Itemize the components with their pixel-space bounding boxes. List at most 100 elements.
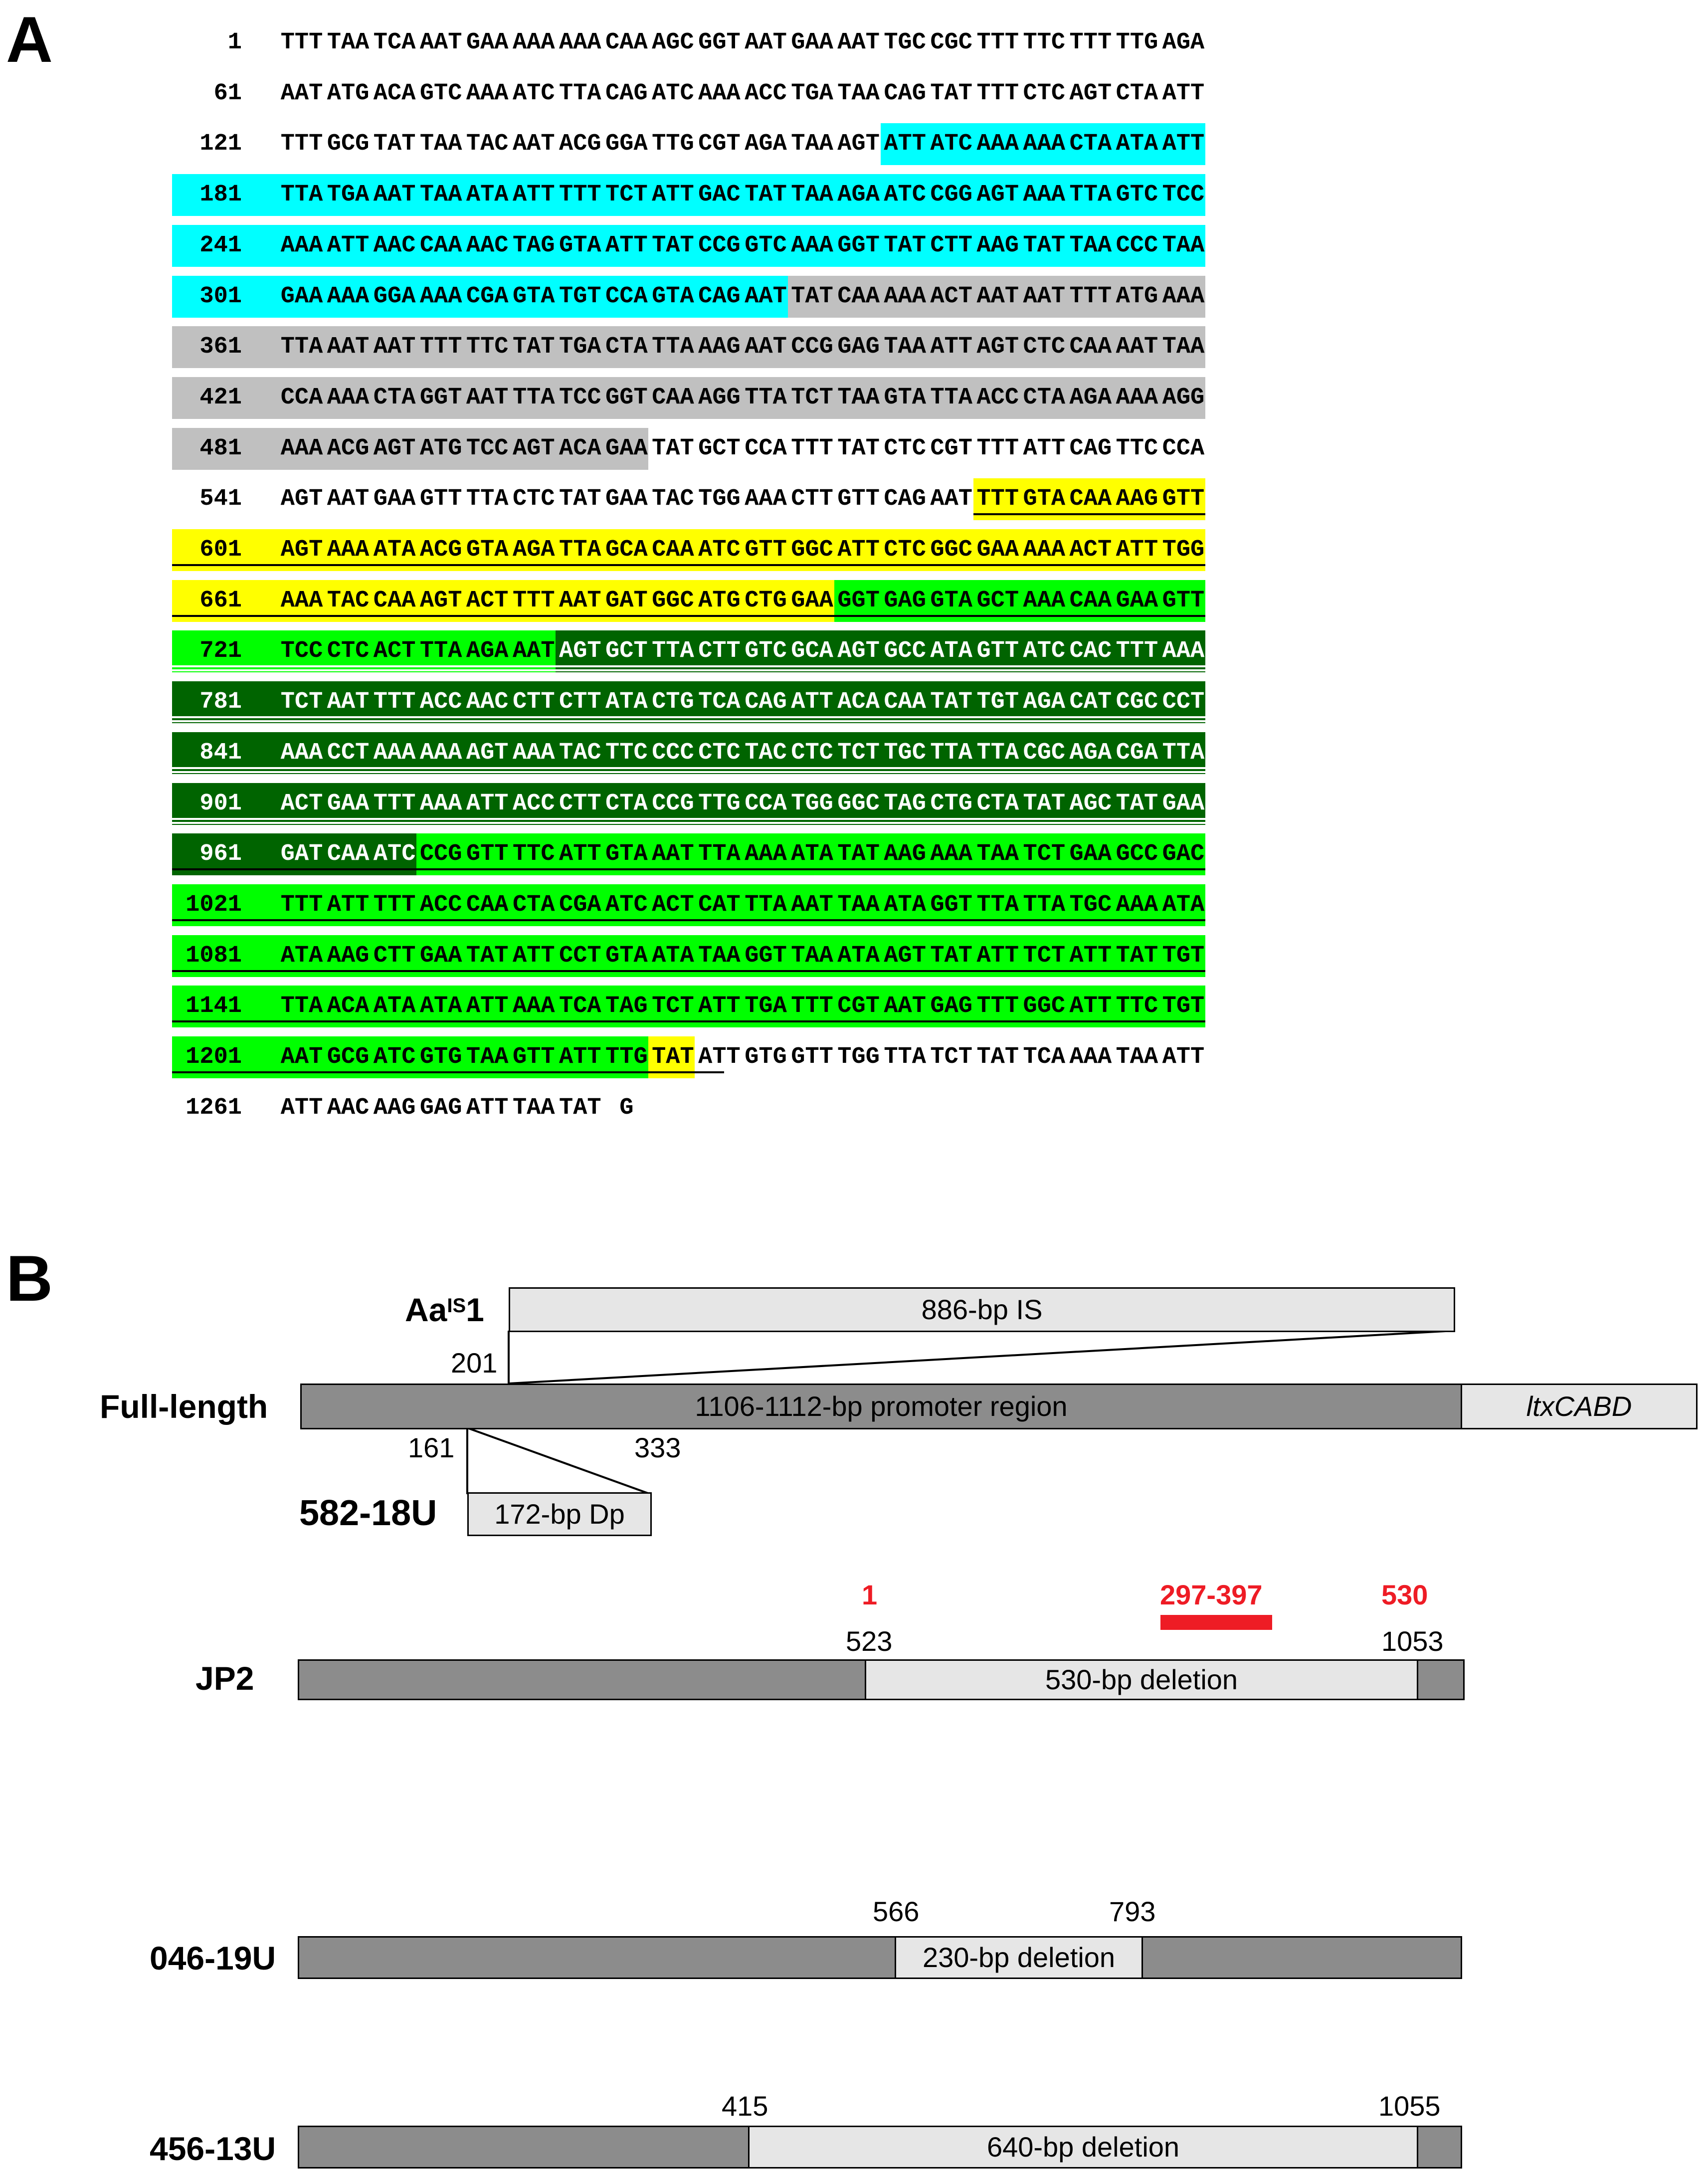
sequence-codon: CTT: [930, 232, 972, 259]
sequence-codon: AAA: [1023, 537, 1066, 563]
sequence-row-number: 1141: [186, 993, 242, 1020]
sequence-codon: ATA: [280, 942, 323, 969]
sequence-codon: AAC: [466, 689, 509, 716]
sequence-codon: ATT: [884, 131, 926, 158]
sequence-codon: AGT: [837, 131, 880, 158]
sequence-codon: ACC: [512, 790, 555, 817]
sequence-underline: [172, 614, 1205, 617]
sequence-codon: TAT: [1023, 790, 1066, 817]
jp2-label: JP2: [195, 1660, 254, 1697]
sequence-codon: GGA: [373, 283, 416, 310]
sequence-codon: ATT: [1162, 131, 1205, 158]
sequence-codon: CGG: [930, 182, 972, 208]
sequence-codon: ACT: [930, 283, 972, 310]
sequence-codon: TAC: [652, 486, 694, 513]
sequence-codon: AAG: [884, 841, 926, 868]
sequence-codon: TGA: [327, 182, 370, 208]
sequence-codon: AAA: [884, 283, 926, 310]
sequence-codon: ATT: [466, 993, 509, 1020]
sequence-codon: TTT: [280, 891, 323, 918]
sequence-codon: TAT: [559, 486, 601, 513]
sequence-codon: TAT: [791, 283, 833, 310]
sequence-codon: TGC: [884, 29, 926, 56]
sequence-codon: GGT: [837, 587, 880, 614]
sequence-codon: CGA: [1116, 739, 1158, 766]
sequence-codon: GAA: [466, 29, 509, 56]
is-insert-position: 201: [451, 1347, 498, 1379]
sequence-codon: TTA: [884, 1044, 926, 1070]
sequence-row-number: 421: [199, 384, 242, 411]
sequence-codon: CCG: [698, 232, 741, 259]
red-mark-right: 530: [1381, 1579, 1428, 1610]
sequence-codon: TAT: [652, 232, 694, 259]
sequence-codon: GGT: [930, 891, 972, 918]
sequence-codon: TGT: [1162, 993, 1205, 1020]
sequence-codon: ACT: [652, 891, 694, 918]
sequence-codon: TTA: [1162, 739, 1205, 766]
u046-deletion-label: 230-bp deletion: [922, 1942, 1116, 1973]
dup-box: [467, 1492, 652, 1536]
sequence-codon: ACC: [419, 891, 462, 918]
sequence-codon: GAA: [1116, 587, 1158, 614]
sequence-codon: ATT: [698, 993, 741, 1020]
sequence-codon: TTT: [791, 993, 833, 1020]
sequence-codon: AAA: [280, 739, 323, 766]
sequence-codon: ATC: [930, 131, 972, 158]
sequence-codon: GCT: [976, 587, 1019, 614]
sequence-codon: AAG: [698, 334, 741, 361]
sequence-codon: ATT: [559, 841, 601, 868]
sequence-codon: GTA: [1023, 486, 1066, 513]
sequence-codon: TCC: [280, 638, 323, 665]
sequence-codon: CTA: [605, 334, 648, 361]
sequence-codon: TAA: [419, 131, 462, 158]
sequence-codon: GTT: [791, 1044, 833, 1070]
sequence-codon: TAA: [1116, 1044, 1158, 1070]
sequence-codon: ACC: [419, 689, 462, 716]
sequence-codon: AAA: [1069, 1044, 1112, 1070]
sequence-codon: CTA: [512, 891, 555, 918]
sequence-codon: GGT: [698, 29, 741, 56]
sequence-codon: ATT: [652, 182, 694, 208]
sequence-underline: [172, 716, 1205, 719]
sequence-codon: AAA: [1116, 384, 1158, 411]
sequence-codon: TAA: [837, 80, 880, 107]
sequence-codon: AAG: [373, 1094, 416, 1121]
sequence-codon: AGA: [1162, 29, 1205, 56]
sequence-codon: TAA: [791, 182, 833, 208]
promoter-label: 1106-1112-bp promoter region: [695, 1390, 1068, 1422]
sequence-codon: ATA: [1162, 891, 1205, 918]
sequence-codon: TTA: [466, 486, 509, 513]
sequence-codon: GTC: [745, 232, 787, 259]
sequence-codon: GCC: [1116, 841, 1158, 868]
sequence-codon: TTT: [976, 486, 1019, 513]
sequence-codon: TGA: [745, 993, 787, 1020]
sequence-codon: GTC: [745, 638, 787, 665]
sequence-codon: AGT: [884, 942, 926, 969]
sequence-codon: GGT: [837, 232, 880, 259]
sequence-codon: TTC: [1116, 993, 1158, 1020]
sequence-codon: TTC: [1116, 435, 1158, 462]
sequence-codon: ATA: [466, 182, 509, 208]
sequence-codon: CTC: [512, 486, 555, 513]
sequence-row-number: 1021: [186, 891, 242, 918]
sequence-codon: AGT: [976, 334, 1019, 361]
sequence-codon: ACA: [559, 435, 601, 462]
sequence-codon: CTA: [1116, 80, 1158, 107]
sequence-codon: CTT: [512, 689, 555, 716]
sequence-codon: TTA: [280, 334, 323, 361]
sequence-codon: AAT: [1023, 283, 1066, 310]
sequence-codon: GAA: [791, 587, 833, 614]
sequence-codon: GTA: [884, 384, 926, 411]
sequence-codon: TTC: [466, 334, 509, 361]
sequence-codon: CCA: [280, 384, 323, 411]
sequence-codon: CAT: [698, 891, 741, 918]
sequence-codon: TTA: [419, 638, 462, 665]
sequence-row-number: 1081: [186, 942, 242, 969]
sequence-codon: GTC: [419, 80, 462, 107]
sequence-codon: TTG: [652, 131, 694, 158]
sequence-codon: TTA: [1069, 182, 1112, 208]
sequence-row-number: 301: [199, 283, 242, 310]
promoter-bar: [300, 1384, 1462, 1429]
sequence-codon: GTT: [837, 486, 880, 513]
sequence-codon: TTT: [791, 435, 833, 462]
